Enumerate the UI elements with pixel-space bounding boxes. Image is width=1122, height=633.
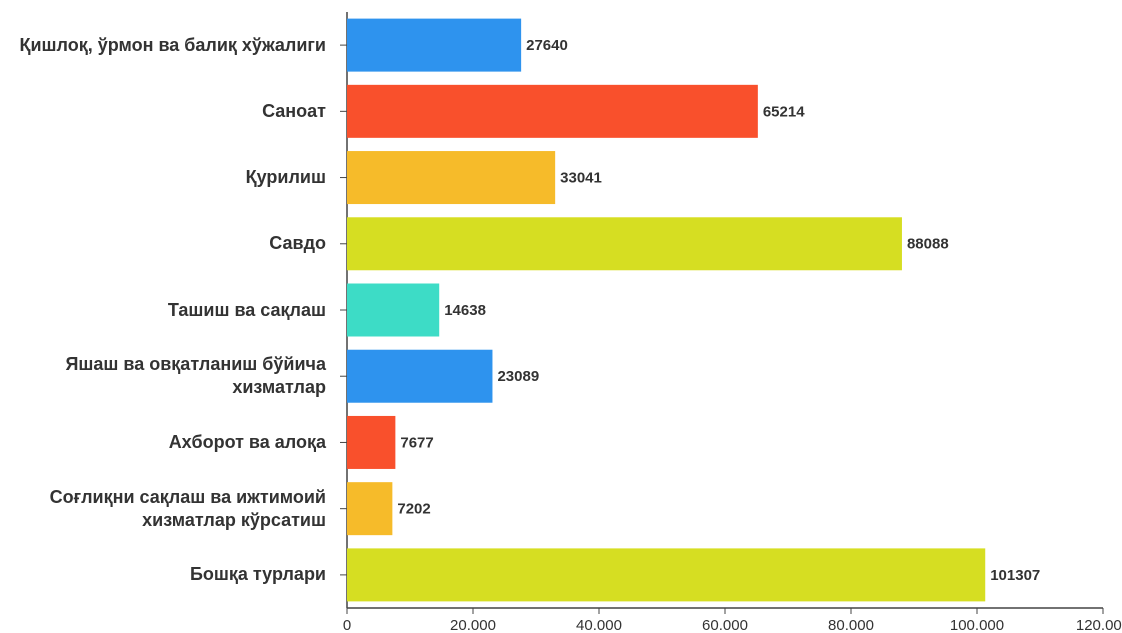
value-label: 65214	[763, 103, 805, 120]
x-tick-label: 60.000	[702, 617, 748, 633]
bar	[347, 548, 986, 602]
y-tick-label: Қишлоқ, ўрмон ва балиқ хўжалиги	[19, 34, 326, 55]
bar	[347, 18, 522, 72]
bar	[347, 217, 902, 271]
x-tick-label: 80.000	[828, 617, 874, 633]
bar	[347, 415, 396, 469]
x-tick-label: 20.000	[450, 617, 496, 633]
bar	[347, 151, 556, 205]
value-label: 7202	[397, 501, 430, 518]
bar	[347, 482, 393, 536]
value-label: 27640	[526, 37, 568, 54]
value-label: 101307	[990, 567, 1040, 584]
x-tick-label: 0	[343, 617, 351, 633]
x-tick-label: 100.000	[950, 617, 1004, 633]
value-label: 23089	[497, 368, 539, 385]
y-tick-label: Бошқа турлари	[189, 564, 326, 585]
bar	[347, 349, 493, 403]
y-tick-label: Ахборот ва алоқа	[168, 431, 326, 452]
x-tick-label: 120.000	[1076, 617, 1122, 633]
value-label: 88088	[907, 236, 949, 253]
y-tick-label: Соғлиқни сақлаш ва ижтимоий хизматлар кў…	[49, 486, 326, 530]
bar	[347, 283, 440, 337]
value-label: 14638	[444, 302, 486, 319]
y-tick-label: Савдо	[269, 233, 326, 254]
y-tick-label: Ташиш ва сақлаш	[167, 299, 326, 320]
y-tick-label: Саноат	[262, 100, 326, 121]
x-tick-label: 40.000	[576, 617, 622, 633]
y-tick-label: Яшаш ва овқатланиш бўйича хизматлар	[65, 354, 326, 398]
value-label: 7677	[400, 434, 433, 451]
value-label: 33041	[560, 170, 602, 187]
y-tick-label: Қурилиш	[245, 167, 326, 188]
bar	[347, 84, 758, 138]
